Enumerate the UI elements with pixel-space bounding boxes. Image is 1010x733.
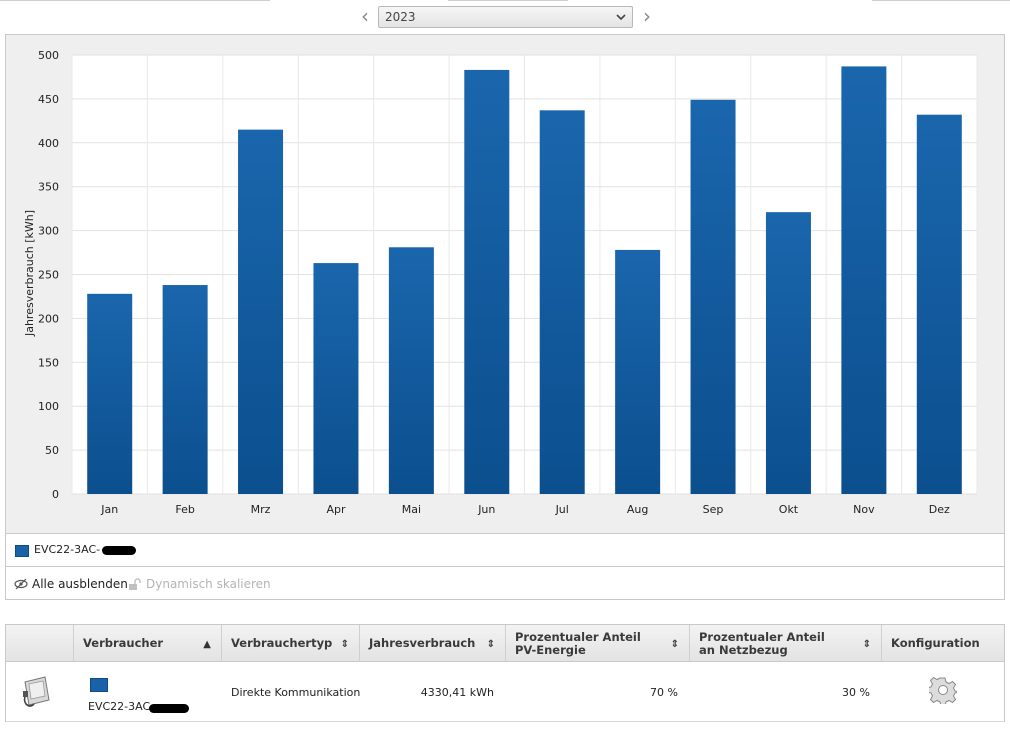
sort-icon: ⇕ [340, 639, 349, 650]
bar-mrz[interactable] [238, 129, 284, 494]
y-tick-label: 150 [38, 356, 59, 369]
y-tick-label: 100 [38, 400, 59, 413]
y-tick-label: 500 [38, 49, 59, 62]
chart-area: 0 50 100 150 200 250 300 350 400 450 500 Jan Feb Mrz… [6, 35, 1004, 533]
y-axis-label: Jahresverbrauch [kWh] [23, 210, 36, 337]
bar-jul[interactable] [539, 110, 585, 495]
redaction [149, 704, 189, 713]
chevron-down-icon [616, 14, 626, 21]
sort-asc-icon: ▲ [203, 639, 211, 650]
bar-chart: 0 50 100 150 200 250 300 350 400 450 500 Jan Feb Mrz… [23, 49, 978, 516]
x-tick-label: Okt [779, 503, 799, 516]
wallbox-icon [20, 674, 54, 710]
header-consumer[interactable]: Verbraucher ▲ [74, 625, 222, 662]
hide-all-label: Alle ausblenden [32, 577, 128, 591]
table-header: Verbraucher ▲ Verbrauchertyp ⇕ Jahresver… [6, 625, 1004, 662]
x-tick-label: Nov [853, 503, 875, 516]
header-annual-label: Jahresverbrauch [369, 636, 476, 650]
header-grid-share-label: Prozentualer Anteil an Netzbezug [699, 630, 825, 657]
header-icon-column [6, 625, 74, 662]
year-select[interactable]: 2023 [378, 6, 633, 28]
chevron-left-icon[interactable]: ‹ [361, 4, 369, 28]
y-tick-label: 200 [38, 312, 59, 325]
x-tick-label: Mrz [251, 503, 271, 516]
bar-apr[interactable] [313, 263, 359, 494]
header-pv-share-label: Prozentualer Anteil PV-Energie [515, 630, 641, 657]
bar-sep[interactable] [690, 99, 736, 494]
bar-aug[interactable] [615, 249, 661, 494]
dynamic-scale-toggle[interactable]: Dynamisch skalieren [128, 577, 271, 591]
y-tick-label: 300 [38, 225, 59, 238]
header-pv-share[interactable]: Prozentualer Anteil PV-Energie ⇕ [506, 625, 690, 662]
gear-icon[interactable] [926, 676, 960, 707]
annual-consumption: 4330,41 kWh [420, 686, 494, 699]
bar-nov[interactable] [841, 66, 887, 494]
legend-swatch[interactable] [15, 545, 29, 557]
sort-icon: ⇕ [486, 639, 495, 650]
color-swatch[interactable] [90, 678, 108, 692]
legend: EVC22-3AC- [6, 533, 1004, 566]
sort-icon: ⇕ [862, 639, 871, 650]
x-tick-label: Aug [627, 503, 648, 516]
x-tick-label: Dez [929, 503, 950, 516]
year-value: 2023 [385, 10, 416, 24]
consumer-type: Direkte Kommunikation [231, 686, 361, 699]
consumer-name: EVC22-3AC- [88, 700, 155, 713]
x-tick-label: Apr [326, 503, 346, 516]
y-tick-label: 250 [38, 269, 59, 282]
pv-share: 70 % [650, 686, 678, 699]
header-grid-share[interactable]: Prozentualer Anteil an Netzbezug ⇕ [690, 625, 882, 662]
y-tick-label: 50 [45, 444, 59, 457]
sort-icon: ⇕ [670, 639, 679, 650]
header-type-label: Verbrauchertyp [231, 636, 333, 650]
chevron-right-icon[interactable]: › [643, 4, 651, 28]
bar-feb[interactable] [162, 285, 208, 494]
grid-share: 30 % [842, 686, 870, 699]
bar-jan[interactable] [87, 293, 133, 494]
x-tick-label: Jun [477, 503, 495, 516]
y-tick-label: 450 [38, 93, 59, 106]
x-tick-label: Mai [402, 503, 421, 516]
bar-mai[interactable] [388, 247, 434, 494]
x-tick-label: Feb [175, 503, 194, 516]
x-tick-label: Jan [100, 503, 118, 516]
bar-dez[interactable] [916, 114, 962, 494]
x-tick-label: Jul [555, 503, 569, 516]
bar-okt[interactable] [765, 212, 811, 495]
y-tick-label: 350 [38, 181, 59, 194]
header-consumer-label: Verbraucher [83, 636, 164, 650]
consumer-table: Verbraucher ▲ Verbrauchertyp ⇕ Jahresver… [5, 624, 1005, 722]
bar-jun[interactable] [464, 69, 510, 494]
eye-hidden-icon [14, 578, 28, 590]
y-tick-label: 400 [38, 137, 59, 150]
header-annual[interactable]: Jahresverbrauch ⇕ [360, 625, 506, 662]
header-type[interactable]: Verbrauchertyp ⇕ [222, 625, 360, 662]
dynamic-scale-label: Dynamisch skalieren [146, 577, 271, 591]
header-config: Konfiguration [882, 625, 1004, 662]
table-row[interactable]: EVC22-3AC- Direkte Kommunikation 4330,41… [6, 662, 1004, 722]
chart-options: Alle ausblenden Dynamisch skalieren [6, 566, 1004, 599]
x-tick-label: Sep [703, 503, 724, 516]
top-separator [0, 0, 1010, 2]
redaction [102, 546, 136, 555]
chart-panel: 0 50 100 150 200 250 300 350 400 450 500 Jan Feb Mrz… [5, 34, 1005, 600]
y-tick-label: 0 [52, 488, 59, 501]
header-config-label: Konfiguration [891, 636, 980, 650]
unlock-icon [129, 578, 141, 590]
year-navigation: ‹ 2023 › [0, 6, 1010, 30]
hide-all-toggle[interactable]: Alle ausblenden [14, 577, 128, 591]
legend-label[interactable]: EVC22-3AC- [34, 543, 101, 556]
